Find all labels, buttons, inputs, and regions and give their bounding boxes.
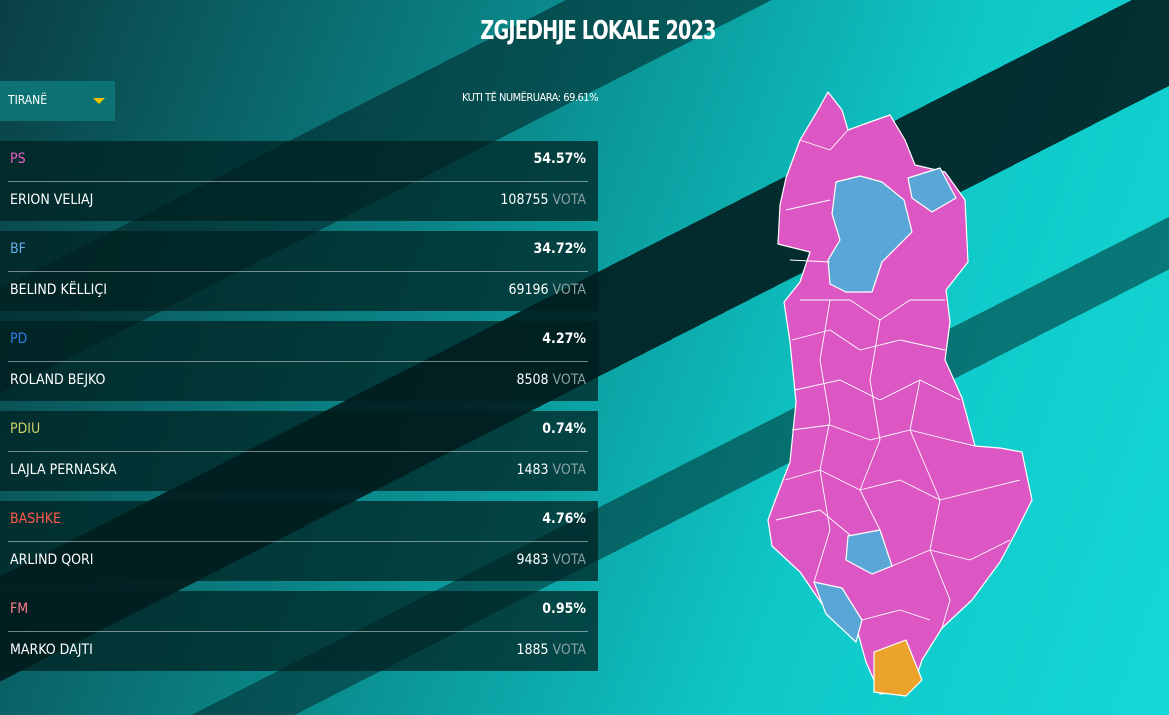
candidate-name: BELIND KËLLIÇI	[10, 282, 107, 298]
separator	[8, 541, 588, 542]
votes-number: 69196	[508, 282, 549, 298]
party-name: PD	[10, 331, 28, 347]
votes-number: 1885	[516, 642, 549, 658]
party-percent: 4.76%	[542, 511, 586, 527]
votes-unit: VOTA	[552, 372, 587, 388]
separator	[8, 631, 588, 632]
borders	[775, 129, 1021, 629]
region-ps	[767, 91, 1033, 695]
vote-count: 8508 VOTA	[516, 372, 586, 388]
page-title: ZGJEDHJE LOKALE 2023	[480, 16, 716, 46]
votes-number: 9483	[516, 552, 549, 568]
region-bf	[827, 175, 913, 293]
candidate-name: MARKO DAJTI	[10, 642, 93, 658]
municipality-select[interactable]: TIRANË	[0, 81, 115, 121]
select-value: TIRANË	[8, 93, 48, 107]
vote-count: 1885 VOTA	[516, 642, 586, 658]
party-percent: 54.57%	[533, 151, 586, 167]
result-row: PDIU 0.74% LAJLA PERNASKA 1483 VOTA	[0, 411, 598, 491]
party-name: BF	[10, 241, 26, 257]
party-percent: 4.27%	[542, 331, 586, 347]
vote-count: 69196 VOTA	[508, 282, 586, 298]
region-bf	[907, 167, 957, 213]
party-percent: 0.74%	[542, 421, 586, 437]
result-row: BF 34.72% BELIND KËLLIÇI 69196 VOTA	[0, 231, 598, 311]
separator	[8, 181, 588, 182]
separator	[8, 271, 588, 272]
votes-number: 108755	[500, 192, 549, 208]
result-row: PS 54.57% ERION VELIAJ 108755 VOTA	[0, 141, 598, 221]
party-name: PS	[10, 151, 26, 167]
vote-count: 108755 VOTA	[500, 192, 586, 208]
region-bf	[845, 529, 893, 575]
result-row: PD 4.27% ROLAND BEJKO 8508 VOTA	[0, 321, 598, 401]
votes-unit: VOTA	[552, 642, 587, 658]
votes-unit: VOTA	[552, 282, 587, 298]
separator	[8, 451, 588, 452]
vote-count: 1483 VOTA	[516, 462, 586, 478]
separator	[8, 361, 588, 362]
votes-unit: VOTA	[552, 462, 587, 478]
vote-count: 9483 VOTA	[516, 552, 586, 568]
party-percent: 34.72%	[533, 241, 586, 257]
dropdown-arrow	[93, 98, 105, 104]
votes-number: 8508	[516, 372, 549, 388]
votes-unit: VOTA	[552, 552, 587, 568]
candidate-name: LAJLA PERNASKA	[10, 462, 117, 478]
party-name: FM	[10, 601, 29, 617]
region-bf	[813, 581, 863, 643]
region-other	[873, 639, 923, 697]
result-row: FM 0.95% MARKO DAJTI 1885 VOTA	[0, 591, 598, 671]
votes-unit: VOTA	[552, 192, 587, 208]
party-percent: 0.95%	[542, 601, 586, 617]
candidate-name: ARLIND QORI	[10, 552, 94, 568]
party-name: PDIU	[10, 421, 41, 437]
counted-boxes: KUTI TË NUMËRUARA: 69.61%	[461, 91, 599, 104]
party-name: BASHKE	[10, 511, 61, 527]
candidate-name: ROLAND BEJKO	[10, 372, 106, 388]
votes-number: 1483	[516, 462, 549, 478]
candidate-name: ERION VELIAJ	[10, 192, 94, 208]
result-row: BASHKE 4.76% ARLIND QORI 9483 VOTA	[0, 501, 598, 581]
